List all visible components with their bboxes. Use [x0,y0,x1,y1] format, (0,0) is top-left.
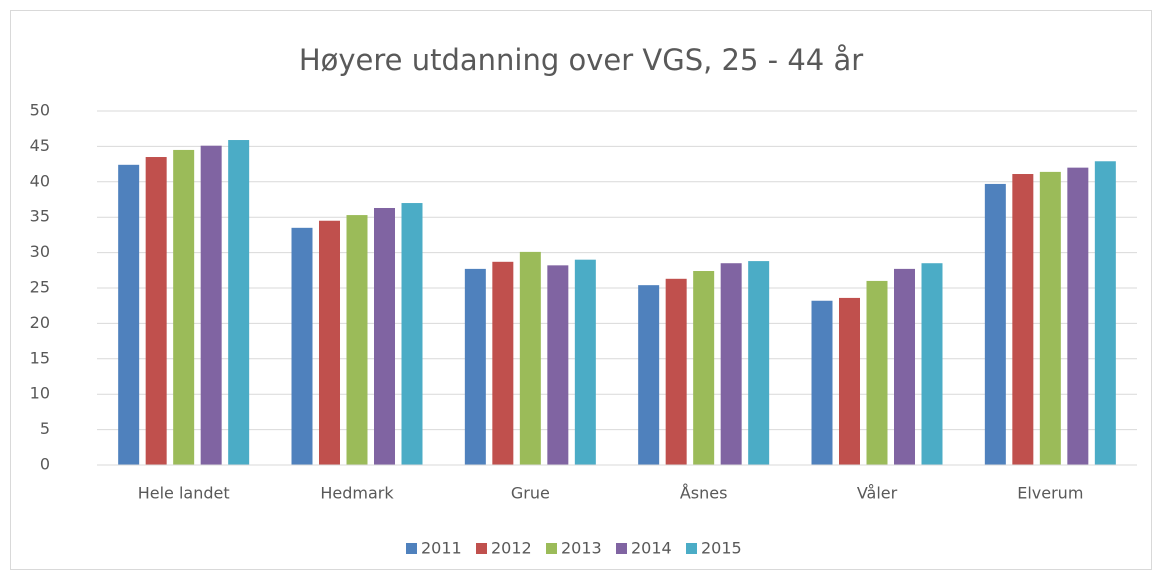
bar [1012,174,1034,465]
bar [984,183,1006,465]
y-tick-label: 35 [30,207,50,226]
bar [638,285,660,465]
y-tick-label: 40 [30,171,50,190]
legend-swatch [686,543,697,554]
legend-label: 2014 [631,539,672,558]
bar [665,278,687,465]
y-tick-label: 5 [40,419,50,438]
y-tick-label: 10 [30,384,50,403]
bar [1067,167,1089,465]
bar [374,207,395,465]
bar [228,140,250,465]
bar [319,220,340,465]
legend-swatch [616,543,627,554]
bar [693,271,715,465]
legend-label: 2012 [491,539,532,558]
bar [748,261,770,465]
bar [519,251,541,465]
bar [291,227,313,465]
bar [1039,171,1061,465]
y-tick-label: 20 [30,313,50,332]
bar [492,261,514,465]
legend-label: 2015 [701,539,742,558]
x-tick-label: Våler [857,484,898,503]
bar [1094,161,1116,465]
bar [173,149,195,465]
y-tick-label: 45 [30,136,50,155]
y-tick-label: 15 [30,348,50,367]
x-tick-label: Hedmark [320,484,394,503]
bar [464,268,486,465]
bar [574,259,596,465]
bar [547,265,569,465]
bar [720,263,742,465]
y-tick-label: 30 [30,242,50,261]
legend-label: 2013 [561,539,602,558]
bar [118,164,140,466]
bar [839,297,860,465]
bar [200,145,222,465]
legend-swatch [476,543,487,554]
legend-swatch [546,543,557,554]
bar [894,268,915,465]
x-tick-label: Elverum [1017,484,1083,503]
bar [401,203,423,466]
bar [346,215,368,465]
bar [921,263,943,465]
x-tick-label: Åsnes [680,484,728,503]
legend-label: 2011 [421,539,462,558]
legend-swatch [406,543,417,554]
chart-title: Høyere utdanning over VGS, 25 - 44 år [299,43,863,77]
y-tick-label: 50 [30,101,50,120]
x-tick-label: Hele landet [138,484,230,503]
bar [145,157,167,465]
y-tick-label: 0 [40,455,50,474]
x-tick-label: Grue [511,484,550,503]
bar [866,280,888,465]
y-tick-label: 25 [30,278,50,297]
bar [811,300,833,465]
